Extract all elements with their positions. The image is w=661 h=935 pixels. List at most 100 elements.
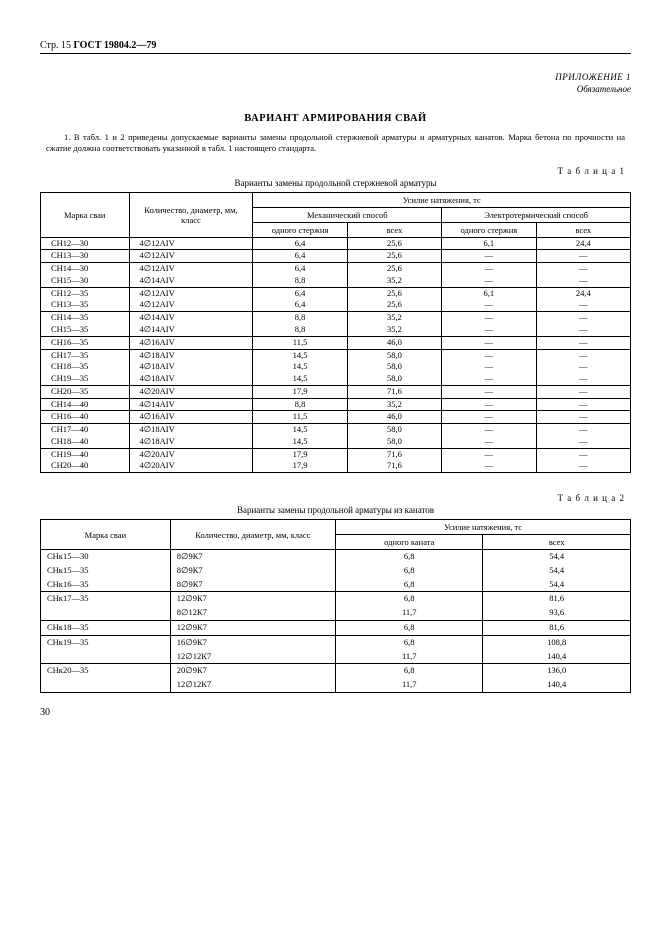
table-cell: 140,4 bbox=[483, 650, 631, 664]
table-cell: 4∅12AIV bbox=[129, 237, 253, 250]
table-cell: 8∅9К7 bbox=[170, 550, 335, 564]
table-cell: СНк18—35 bbox=[41, 621, 171, 636]
table-cell: — bbox=[536, 436, 630, 448]
standard-code: ГОСТ 19804.2—79 bbox=[74, 40, 157, 51]
th2-force: Усилие натяжения, тс bbox=[335, 520, 630, 535]
table1-label: Т а б л и ц а 1 bbox=[40, 166, 625, 176]
table-cell: — bbox=[442, 250, 536, 263]
table-cell: 6,4 bbox=[253, 250, 347, 263]
table-cell: СН12—35 bbox=[41, 287, 130, 299]
table-cell: 11,7 bbox=[335, 606, 483, 620]
table-cell: 8∅9К7 bbox=[170, 564, 335, 578]
table-cell: СН13—30 bbox=[41, 250, 130, 263]
table-cell: 4∅12AIV bbox=[129, 263, 253, 275]
table-cell: 24,4 bbox=[536, 237, 630, 250]
table-cell: 4∅14AIV bbox=[129, 312, 253, 324]
table-cell: 6,4 bbox=[253, 263, 347, 275]
table-cell: 81,6 bbox=[483, 621, 631, 636]
table-cell: 81,6 bbox=[483, 592, 631, 606]
table2-caption: Варианты замены продольной арматуры из к… bbox=[40, 505, 631, 515]
th2-all: всех bbox=[483, 535, 631, 550]
table-cell: СНк15—35 bbox=[41, 564, 171, 578]
table-row: СН17—354∅18AIV14,558,0—— bbox=[41, 349, 631, 361]
table-cell: 4∅16AIV bbox=[129, 336, 253, 349]
table-row: СН17—404∅18AIV14,558,0—— bbox=[41, 424, 631, 436]
table-row: СН14—404∅14AIV8,835,2—— bbox=[41, 398, 631, 411]
table-cell: СН15—30 bbox=[41, 275, 130, 287]
table-cell: 25,6 bbox=[347, 237, 441, 250]
table-cell: — bbox=[442, 385, 536, 398]
table-cell: 6,8 bbox=[335, 592, 483, 606]
table-cell: СН17—40 bbox=[41, 424, 130, 436]
page-header: Стр. 15 ГОСТ 19804.2—79 bbox=[40, 40, 631, 54]
table-cell: 17,9 bbox=[253, 448, 347, 460]
th-all-2: всех bbox=[536, 222, 630, 237]
table-cell: 4∅18AIV bbox=[129, 349, 253, 361]
table-cell: 8,8 bbox=[253, 275, 347, 287]
table-cell: — bbox=[536, 324, 630, 336]
table-row: СН16—404∅16AIV11,546,0—— bbox=[41, 411, 631, 424]
table-cell: 4∅18AIV bbox=[129, 361, 253, 373]
table-cell: — bbox=[536, 424, 630, 436]
table-cell: СН12—30 bbox=[41, 237, 130, 250]
table1-caption: Варианты замены продольной стержневой ар… bbox=[40, 178, 631, 188]
table-cell: — bbox=[442, 324, 536, 336]
table-cell: 4∅14AIV bbox=[129, 275, 253, 287]
table-cell: 58,0 bbox=[347, 349, 441, 361]
table-cell: 4∅12AIV bbox=[129, 250, 253, 263]
table-cell: 4∅20AIV bbox=[129, 385, 253, 398]
table-cell: СН20—40 bbox=[41, 460, 130, 472]
intro-paragraph: 1. В табл. 1 и 2 приведены допускаемые в… bbox=[46, 132, 625, 153]
table-cell: 46,0 bbox=[347, 336, 441, 349]
table-cell: — bbox=[536, 411, 630, 424]
table-cell: 136,0 bbox=[483, 664, 631, 678]
table1: Марка сваи Количество, диаметр, мм, клас… bbox=[40, 192, 631, 474]
table-cell: 4∅20AIV bbox=[129, 448, 253, 460]
table-cell: — bbox=[442, 275, 536, 287]
table-cell: 4∅14AIV bbox=[129, 398, 253, 411]
table-cell: — bbox=[536, 336, 630, 349]
table-cell: 14,5 bbox=[253, 424, 347, 436]
table-cell: 12∅12К7 bbox=[170, 650, 335, 664]
table-cell: 20∅9К7 bbox=[170, 664, 335, 678]
table-cell: 35,2 bbox=[347, 398, 441, 411]
table-cell: 6,8 bbox=[335, 635, 483, 649]
table-cell: 14,5 bbox=[253, 373, 347, 385]
page: Стр. 15 ГОСТ 19804.2—79 ПРИЛОЖЕНИЕ 1 Обя… bbox=[40, 40, 631, 718]
table-cell bbox=[41, 606, 171, 620]
page-label: Стр. 15 bbox=[40, 40, 71, 51]
table-cell: 4∅18AIV bbox=[129, 373, 253, 385]
table-cell: 25,6 bbox=[347, 263, 441, 275]
table2: Марка сваи Количество, диаметр, мм, клас… bbox=[40, 519, 631, 693]
table-cell: 46,0 bbox=[347, 411, 441, 424]
table-cell: СНк19—35 bbox=[41, 635, 171, 649]
table-cell: 58,0 bbox=[347, 361, 441, 373]
th-qty: Количество, диаметр, мм, класс bbox=[129, 192, 253, 237]
th2-mark: Марка сваи bbox=[41, 520, 171, 550]
table-cell: 17,9 bbox=[253, 460, 347, 472]
table-row: 12∅12К711,7140,4 bbox=[41, 678, 631, 692]
table-cell: 8,8 bbox=[253, 398, 347, 411]
table-cell: 35,2 bbox=[347, 275, 441, 287]
table-cell: — bbox=[442, 411, 536, 424]
table-cell: — bbox=[536, 263, 630, 275]
table-cell: — bbox=[442, 361, 536, 373]
table-cell: 12∅9К7 bbox=[170, 621, 335, 636]
table-cell: 6,1 bbox=[442, 237, 536, 250]
table-cell: 8,8 bbox=[253, 324, 347, 336]
table-row: СН18—354∅18AIV14,558,0—— bbox=[41, 361, 631, 373]
table-cell: — bbox=[442, 373, 536, 385]
table-cell: СНк15—30 bbox=[41, 550, 171, 564]
table-cell: СН16—35 bbox=[41, 336, 130, 349]
th2-one: одного каната bbox=[335, 535, 483, 550]
table-cell: 8∅9К7 bbox=[170, 578, 335, 592]
table-row: СНк20—3520∅9К76,8136,0 bbox=[41, 664, 631, 678]
table-row: СН15—354∅14AIV8,835,2—— bbox=[41, 324, 631, 336]
table-cell: СН14—40 bbox=[41, 398, 130, 411]
table-cell: СН19—35 bbox=[41, 373, 130, 385]
table-cell: — bbox=[536, 460, 630, 472]
table-cell: 17,9 bbox=[253, 385, 347, 398]
table-row: СНк16—358∅9К76,854,4 bbox=[41, 578, 631, 592]
table-row: СНк18—3512∅9К76,881,6 bbox=[41, 621, 631, 636]
table-row: СНк19—3516∅9К76,8108,8 bbox=[41, 635, 631, 649]
